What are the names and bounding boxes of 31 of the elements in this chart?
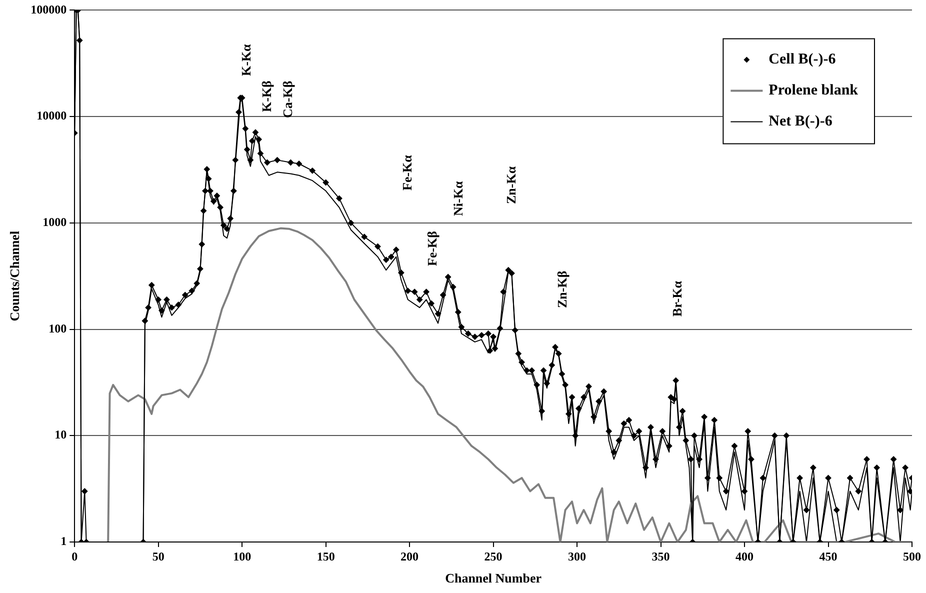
y-tick-label: 10000 (36, 108, 67, 123)
x-tick-label: 400 (736, 549, 754, 564)
y-tick-label: 10 (54, 428, 67, 442)
annotation: Br-Kα (669, 280, 684, 317)
annotation: Fe-Kα (399, 154, 414, 190)
x-tick-label: 500 (903, 549, 921, 564)
legend-label: Prolene blank (768, 82, 859, 99)
legend-label: Net B(-)-6 (768, 114, 833, 130)
x-axis-title: Channel Number (445, 570, 542, 586)
annotation: Fe-Kβ (424, 230, 440, 266)
x-tick-label: 350 (652, 549, 670, 564)
annotation: Ni-Kα (450, 180, 466, 216)
y-tick-label: 100 (48, 321, 67, 336)
annotation: K-Kα (238, 43, 254, 76)
x-tick-label: 0 (72, 549, 78, 564)
x-tick-label: 50 (152, 549, 164, 564)
y-tick-label: 1 (60, 534, 67, 548)
x-tick-label: 250 (484, 549, 502, 564)
annotation: Zn-Kβ (554, 270, 570, 308)
x-tick-label: 200 (400, 549, 419, 564)
annotation: Zn-Kα (503, 166, 518, 204)
annotation: Ca-Kβ (280, 80, 296, 118)
x-tick-label: 450 (819, 549, 838, 564)
x-tick-label: 300 (568, 549, 586, 564)
x-tick-label: 100 (233, 549, 252, 564)
y-tick-label: 1000 (42, 215, 67, 230)
annotation: K-Kβ (258, 80, 274, 112)
legend-label: Cell B(-)-6 (768, 52, 836, 68)
x-tick-label: 150 (316, 549, 335, 564)
y-axis-title: Counts/Channel (7, 230, 22, 322)
y-tick-label: 100000 (30, 2, 67, 16)
